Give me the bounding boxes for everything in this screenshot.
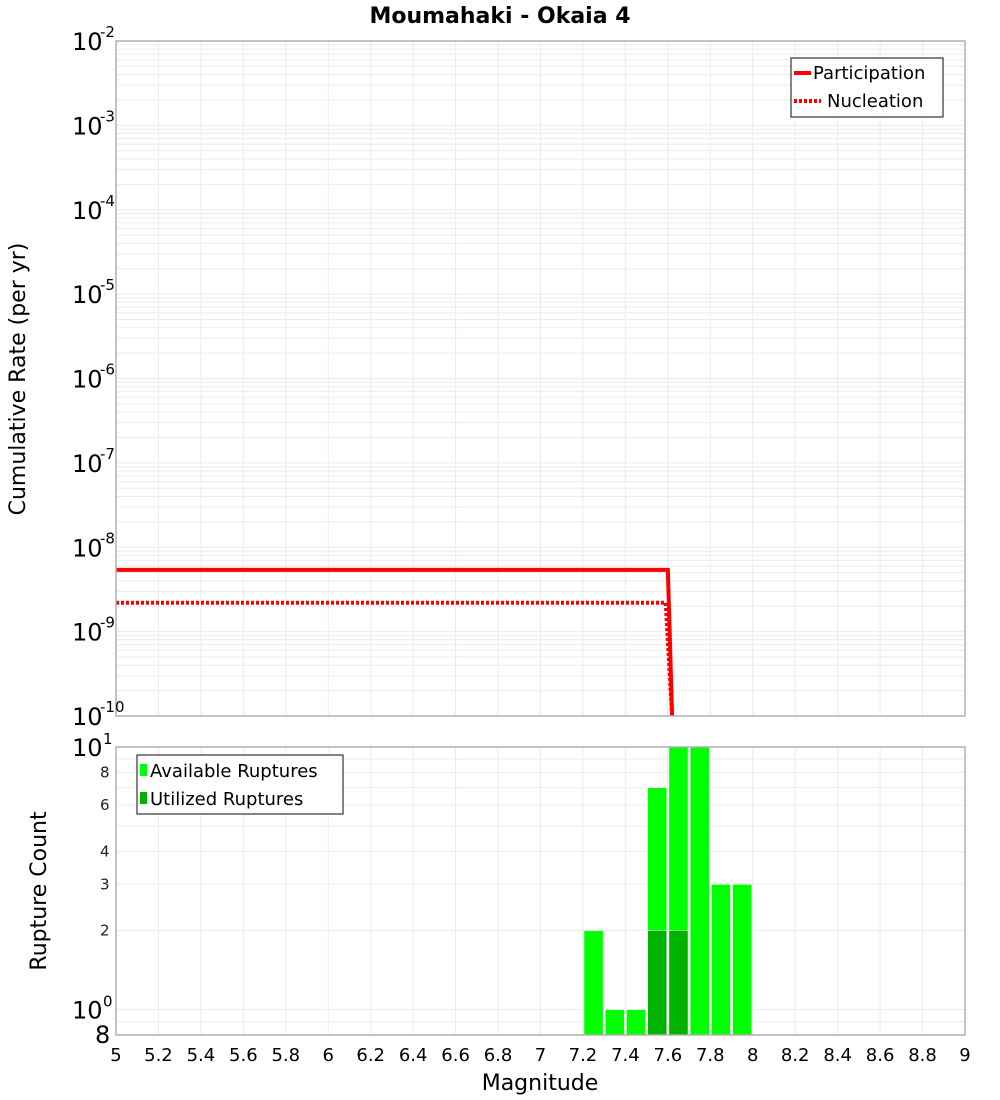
available-rupture-bar	[626, 1009, 646, 1036]
x-tick-label: 7.2	[569, 1045, 598, 1066]
x-tick-label: 7.4	[611, 1045, 640, 1066]
x-tick-label: 5	[110, 1045, 121, 1066]
chart-title: Moumahaki - Okaia 4	[369, 4, 630, 29]
available-legend-swatch	[140, 764, 147, 776]
upper-y-tick-label: 10	[72, 534, 103, 562]
upper-y-tick-label: 10	[72, 366, 103, 394]
upper-y-axis-label: Cumulative Rate (per yr)	[6, 243, 31, 516]
upper-y-tick-exponent: -8	[100, 529, 115, 547]
lower-y-tick-label: 4	[100, 842, 110, 860]
x-tick-label: 5.6	[229, 1045, 258, 1066]
x-tick-label: 6.8	[484, 1045, 513, 1066]
upper-y-tick-exponent: -3	[100, 107, 115, 125]
x-tick-label: 9	[959, 1045, 970, 1066]
lower-y-tick-label: 8	[100, 763, 110, 781]
lower-y-tick-label: 10	[72, 997, 103, 1025]
upper-y-tick-label: 10	[72, 28, 103, 56]
x-tick-label: 8.4	[823, 1045, 852, 1066]
lower-y-tick-label: 3	[100, 875, 110, 893]
legend-nucleation-label: Nucleation	[827, 91, 923, 112]
upper-plot-border	[115, 40, 966, 717]
upper-gridlines	[116, 41, 966, 717]
x-tick-label: 8	[747, 1045, 758, 1066]
x-axis-label: Magnitude	[482, 1071, 599, 1096]
utilized-legend-swatch	[140, 792, 147, 804]
x-tick-label: 8.8	[908, 1045, 937, 1066]
x-tick-label: 6.6	[441, 1045, 470, 1066]
upper-y-tick-label: 10	[72, 197, 103, 225]
available-rupture-bar	[583, 930, 604, 1036]
upper-y-tick-exponent: -10	[100, 698, 125, 716]
cumulative-rate-plot: 10-210-310-410-510-610-710-810-910-10 Cu…	[6, 23, 966, 731]
x-tick-label: 6	[323, 1045, 334, 1066]
upper-legend-box	[790, 57, 944, 118]
x-tick-label: 7.8	[696, 1045, 725, 1066]
x-tick-label: 8.6	[866, 1045, 895, 1066]
upper-y-tick-label: 10	[72, 112, 103, 140]
upper-y-tick-label: 10	[72, 450, 103, 478]
x-tick-label: 5.4	[187, 1045, 216, 1066]
upper-legend: Participation Nucleation	[790, 57, 944, 118]
upper-y-tick-exponent: -5	[100, 276, 115, 294]
lower-y-tick-exponent: 0	[103, 993, 113, 1011]
upper-y-tick-exponent: -4	[100, 192, 115, 210]
x-tick-label: 5.8	[271, 1045, 300, 1066]
x-tick-label: 5.2	[144, 1045, 173, 1066]
upper-y-tick-label: 10	[72, 619, 103, 647]
lower-y-tick-label: 10	[72, 734, 103, 762]
upper-y-tick-exponent: -9	[100, 614, 115, 632]
upper-y-tick-exponent: -2	[100, 23, 115, 41]
legend-available-label: Available Ruptures	[150, 761, 318, 782]
upper-y-axis-ticks: 10-210-310-410-510-610-710-810-910-10	[72, 23, 125, 731]
nucleation-line	[116, 600, 675, 717]
available-rupture-bar	[604, 1009, 625, 1036]
lower-legend: Available Ruptures Utilized Ruptures	[136, 754, 344, 815]
legend-utilized-label: Utilized Ruptures	[150, 789, 303, 810]
upper-y-tick-exponent: -7	[100, 445, 115, 463]
upper-y-tick-label: 10	[72, 281, 103, 309]
x-tick-label: 8.2	[781, 1045, 810, 1066]
utilized-rupture-bar	[647, 930, 668, 1036]
lower-y-tick-exponent: 1	[103, 730, 113, 748]
lower-plot-border	[115, 746, 966, 1036]
legend-participation-label: Participation	[813, 63, 925, 84]
x-tick-label: 6.2	[356, 1045, 385, 1066]
lower-bars	[583, 746, 753, 1036]
x-tick-label: 6.4	[399, 1045, 428, 1066]
lower-y-tick-label: 8	[95, 1021, 110, 1049]
available-rupture-bar	[710, 883, 731, 1036]
x-tick-label: 7	[535, 1045, 546, 1066]
lower-legend-box	[136, 754, 344, 815]
lower-y-axis-label: Rupture Count	[27, 811, 52, 971]
participation-line	[116, 567, 675, 717]
available-rupture-bar	[732, 883, 753, 1036]
upper-series-lines	[116, 567, 675, 717]
upper-y-tick-exponent: -6	[100, 361, 115, 379]
lower-y-tick-label: 2	[100, 922, 110, 940]
available-rupture-bar	[689, 746, 710, 1036]
utilized-rupture-bar	[668, 930, 689, 1036]
upper-y-tick-label: 10	[72, 703, 103, 731]
x-axis-ticks: 5 5.2 5.4 5.6 5.8 6 6.2 6.4 6.6 6.8 7 7.2 7.4 7.6 7.8 8…	[110, 1045, 970, 1066]
x-tick-label: 7.6	[654, 1045, 683, 1066]
lower-y-tick-label: 6	[100, 796, 110, 814]
